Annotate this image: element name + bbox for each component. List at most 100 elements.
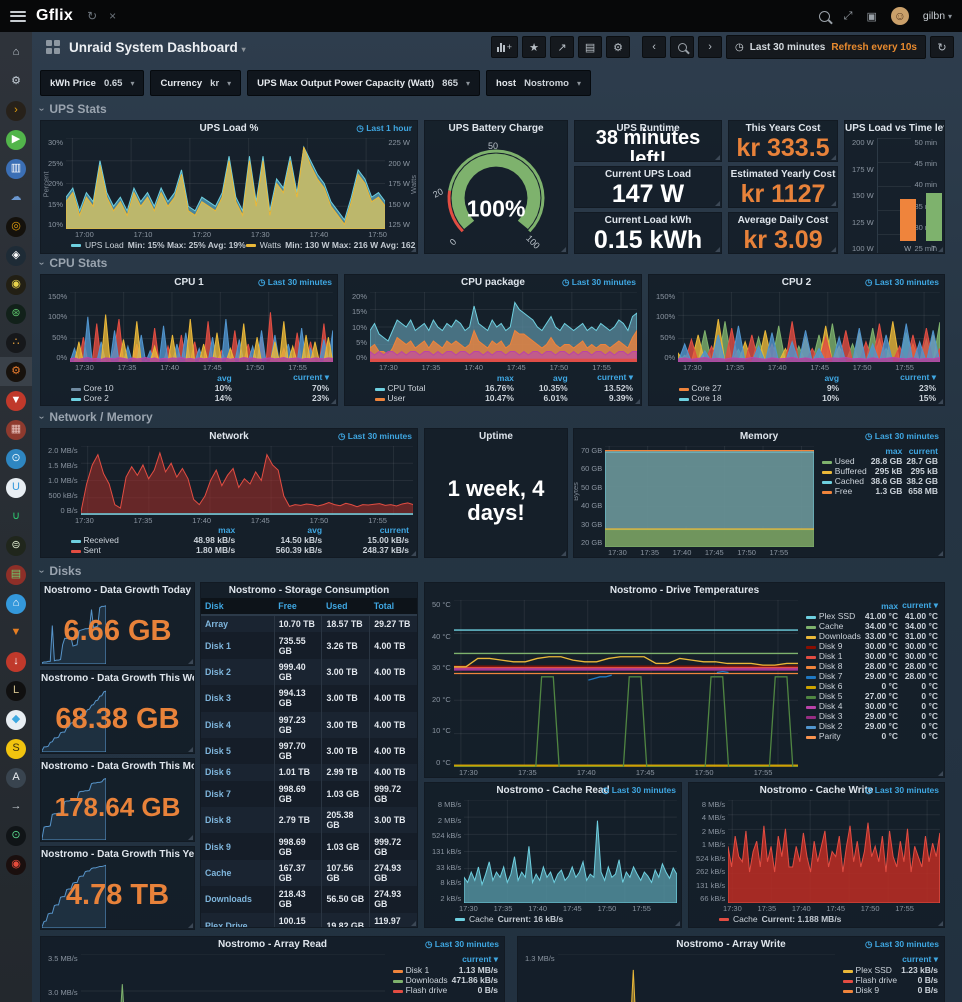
legend-series-name[interactable]: Received <box>83 535 119 545</box>
sidebar-item[interactable]: S <box>0 734 32 763</box>
legend-series-name[interactable]: Disk 4 <box>818 701 843 711</box>
disk-name-cell[interactable]: Disk 7 <box>201 780 275 807</box>
time-forward-button[interactable]: › <box>698 36 723 58</box>
disk-name-cell[interactable]: Disk 4 <box>201 711 275 738</box>
column-header-total[interactable]: Total <box>369 598 417 616</box>
legend-series-name[interactable]: Free <box>834 486 853 496</box>
sidebar-item[interactable]: L <box>0 676 32 705</box>
panel-title[interactable]: CPU 1 <box>174 277 204 288</box>
row-title-disks[interactable]: › Disks <box>36 564 82 578</box>
row-title-network-memory[interactable]: › Network / Memory <box>36 410 153 424</box>
disk-name-cell[interactable]: Cache <box>201 859 275 887</box>
sidebar-item[interactable]: A <box>0 763 32 792</box>
zoom-out-button[interactable] <box>670 36 695 58</box>
column-header-disk[interactable]: Disk <box>201 598 275 616</box>
variable-host[interactable]: host Nostromo ▾ <box>486 70 591 96</box>
panel-title[interactable]: Nostromo - Array Read <box>217 939 328 950</box>
column-header-used[interactable]: Used <box>321 598 370 616</box>
legend-sort-max[interactable]: max <box>885 446 903 456</box>
legend-series-name[interactable]: Flash drive <box>855 975 898 985</box>
row-title-cpu-stats[interactable]: › CPU Stats <box>36 256 108 270</box>
variable-value[interactable]: 0.65 <box>103 77 123 89</box>
sidebar-item[interactable]: ▥ <box>0 154 32 183</box>
row-title-ups-stats[interactable]: › UPS Stats <box>36 102 107 116</box>
panel-title[interactable]: Average Daily Cost <box>737 215 829 226</box>
panel-title[interactable]: This Years Cost <box>745 123 821 134</box>
legend-series-name[interactable]: Disk 3 <box>818 711 843 721</box>
legend-series-name[interactable]: Core 18 <box>691 393 722 403</box>
panel-title[interactable]: Current Load kWh <box>604 215 692 226</box>
add-panel-button[interactable]: + <box>490 36 519 58</box>
legend-series-name[interactable]: Flash drive <box>405 985 448 995</box>
legend-series-name[interactable]: Disk 1 <box>405 965 430 975</box>
menu-icon[interactable] <box>10 10 26 22</box>
panel-time-range[interactable]: ◷ Last 30 minutes <box>424 939 499 949</box>
legend-series-name[interactable]: Disk 2 <box>818 721 843 731</box>
legend-series-name[interactable]: Disk 7 <box>818 671 843 681</box>
panel-title[interactable]: Nostromo - Array Write <box>676 939 786 950</box>
legend-sort-current[interactable]: current ▾ <box>900 372 936 382</box>
sidebar-item[interactable]: ⌂ <box>0 38 32 67</box>
fullscreen-icon[interactable]: ⤢ <box>843 9 853 22</box>
save-button[interactable]: ▤ <box>578 36 603 58</box>
sidebar-item[interactable]: ↓ <box>0 647 32 676</box>
legend-sort-max[interactable]: max <box>881 600 899 611</box>
share-button[interactable]: ↗ <box>550 36 575 58</box>
sidebar-item[interactable]: ◉ <box>0 850 32 879</box>
panel-title[interactable]: UPS Load % <box>199 123 259 134</box>
disk-name-cell[interactable]: Downloads <box>201 886 275 913</box>
sidebar-item[interactable]: ◎ <box>0 212 32 241</box>
panel-title[interactable]: UPS Battery Charge <box>448 123 544 134</box>
panel-title[interactable]: Nostromo - Data Growth This Month <box>41 761 194 772</box>
sidebar-item[interactable]: U <box>0 473 32 502</box>
panel-title[interactable]: Nostromo - Data Growth This Year <box>41 849 195 860</box>
legend-series-name[interactable]: Downloads <box>405 975 448 985</box>
sidebar-item[interactable]: ◈ <box>0 241 32 270</box>
sidebar-item[interactable]: ⚙ <box>0 357 32 386</box>
panel-title[interactable]: Network <box>209 431 249 442</box>
avatar[interactable]: ☺ <box>890 7 909 25</box>
panel-title[interactable]: Nostromo - Storage Consumption <box>228 585 390 596</box>
legend-series-name[interactable]: User <box>387 393 406 403</box>
legend-sort-max[interactable]: max <box>218 525 236 535</box>
legend-series-name[interactable]: Plex SSD <box>818 611 856 621</box>
legend-series-name[interactable]: Used <box>834 456 855 466</box>
panel-title[interactable]: UPS Runtime <box>616 123 680 134</box>
sidebar-item[interactable]: ∴ <box>0 328 32 357</box>
legend-series-name[interactable]: Watts <box>259 240 282 250</box>
cast-icon[interactable]: ▣ <box>866 10 877 23</box>
panel-time-range[interactable]: ◷ Last 30 minutes <box>601 785 676 795</box>
legend-series-name[interactable]: Disk 6 <box>818 681 843 691</box>
legend-series-name[interactable]: Disk 9 <box>818 641 843 651</box>
legend-sort-avg[interactable]: avg <box>217 372 232 383</box>
legend-series-name[interactable]: Parity <box>818 731 841 741</box>
close-icon[interactable]: × <box>109 9 117 23</box>
legend-series-name[interactable]: Core 2 <box>83 393 109 403</box>
user-menu[interactable]: gilbn ▾ <box>922 10 952 22</box>
legend-sort-current[interactable]: current ▾ <box>597 372 633 382</box>
variable-currency[interactable]: Currency kr ▾ <box>150 70 242 96</box>
legend-series-name[interactable]: Cache <box>818 621 844 631</box>
star-button[interactable]: ★ <box>522 36 547 58</box>
sidebar-item[interactable]: ⊙ <box>0 821 32 850</box>
legend-sort-current[interactable]: current <box>379 525 409 535</box>
search-icon[interactable] <box>818 10 830 22</box>
sidebar-item[interactable]: ⚙ <box>0 67 32 96</box>
panel-time-range[interactable]: ◷ Last 30 minutes <box>864 939 939 949</box>
sidebar-item[interactable]: ⊜ <box>0 531 32 560</box>
legend-series-name[interactable]: Cache <box>733 914 758 924</box>
variable-value[interactable]: kr <box>210 77 220 89</box>
legend-series-name[interactable]: Disk 1 <box>818 651 843 661</box>
panel-time-range[interactable]: ◷ Last 1 hour <box>356 123 412 133</box>
panel-title[interactable]: CPU package <box>461 277 525 288</box>
disk-name-cell[interactable]: Disk 9 <box>201 833 275 860</box>
panel-title[interactable]: Nostromo - Cache Read <box>496 785 610 796</box>
legend-sort-avg[interactable]: avg <box>553 372 568 383</box>
sidebar-item[interactable]: ▦ <box>0 415 32 444</box>
panel-time-range[interactable]: ◷ Last 30 minutes <box>864 785 939 795</box>
legend-series-name[interactable]: Cache <box>469 914 494 924</box>
variable-kwh-price[interactable]: kWh Price 0.65 ▾ <box>40 70 145 96</box>
panel-title[interactable]: Nostromo - Data Growth Today <box>43 585 192 596</box>
panel-title[interactable]: Current UPS Load <box>604 169 692 180</box>
settings-button[interactable]: ⚙ <box>606 36 631 58</box>
